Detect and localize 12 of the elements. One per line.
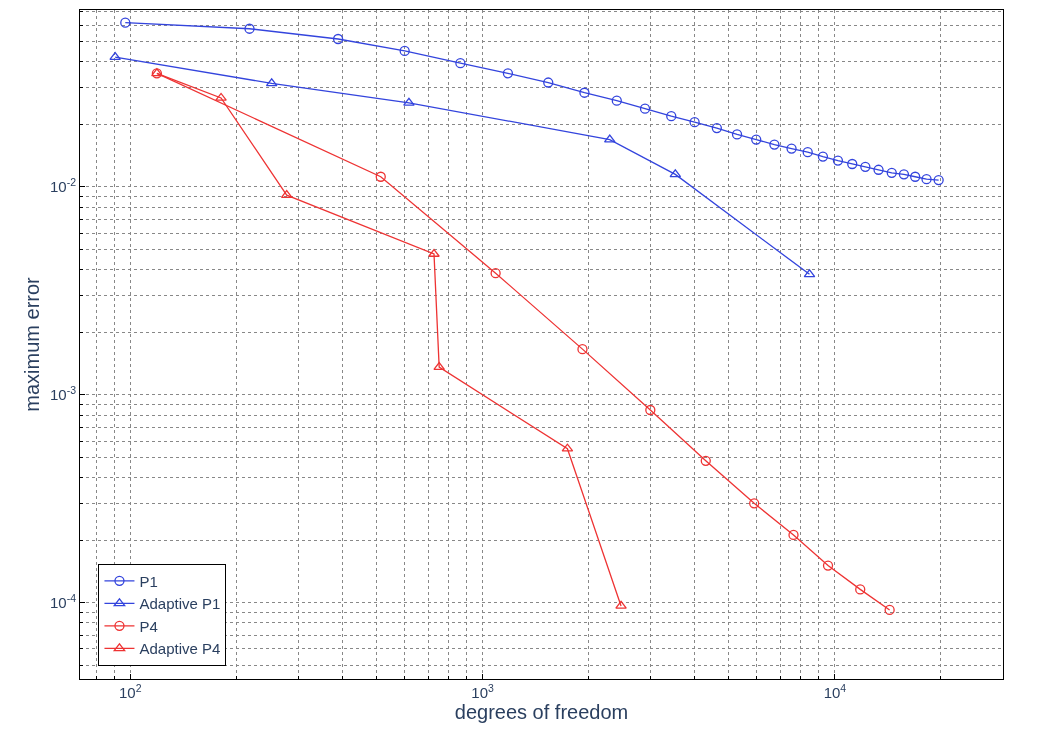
x-tick-label: 10$^{2}$	[118, 681, 142, 701]
y-tick-label: 10$^{-4}$	[49, 591, 77, 612]
y-tick-label: 10$^{-3}$	[49, 383, 77, 404]
legend-label: Adaptive P1	[139, 595, 221, 613]
legend-label: P4	[139, 617, 158, 635]
x-tick-label: 10$^{4}$	[823, 681, 847, 701]
legend-label: P1	[139, 572, 158, 590]
x-axis-title: degrees of freedom	[454, 701, 629, 723]
x-tick-label: 10$^{3}$	[471, 681, 494, 701]
y-axis-title: maximum error	[21, 276, 44, 412]
legend-label: Adaptive P4	[139, 640, 221, 658]
y-tick-label: 10$^{-2}$	[49, 175, 77, 196]
